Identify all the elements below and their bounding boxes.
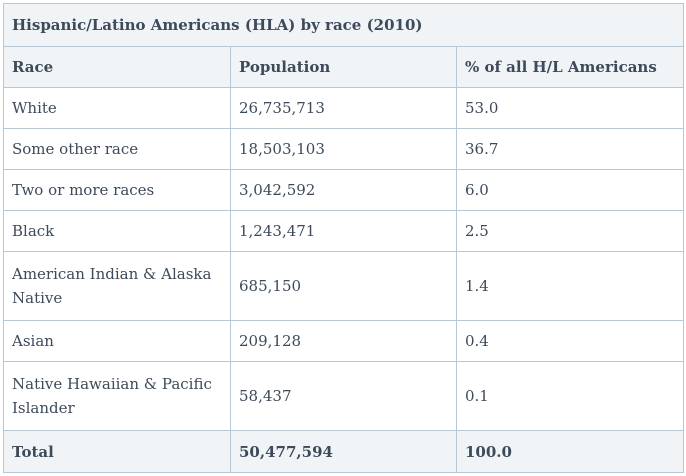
table-row: Two or more races 3,042,592 6.0	[3, 169, 685, 211]
column-header-population: Population	[230, 46, 457, 88]
table-row: White 26,735,713 53.0	[3, 87, 685, 129]
population-cell: 58,437	[230, 361, 457, 431]
population-cell: 3,042,592	[230, 169, 457, 211]
race-cell: White	[3, 87, 231, 129]
total-label-cell: Total	[3, 430, 231, 473]
table-row: Some other race 18,503,103 36.7	[3, 128, 685, 170]
population-cell: 685,150	[230, 251, 457, 321]
population-cell: 1,243,471	[230, 210, 457, 252]
table-row: American Indian & Alaska Native 685,150 …	[3, 251, 685, 321]
population-cell: 18,503,103	[230, 128, 457, 170]
percent-cell: 6.0	[455, 169, 685, 211]
table-title-row: Hispanic/Latino Americans (HLA) by race …	[2, 3, 685, 47]
percent-cell: 36.7	[455, 128, 685, 170]
race-cell: Some other race	[3, 128, 231, 170]
percent-cell: 53.0	[455, 87, 685, 129]
race-cell: Native Hawaiian & Pacific Islander	[3, 361, 231, 431]
race-cell: Asian	[3, 320, 231, 362]
race-cell: American Indian & Alaska Native	[3, 251, 231, 321]
table-title: Hispanic/Latino Americans (HLA) by race …	[2, 3, 685, 47]
race-table: Hispanic/Latino Americans (HLA) by race …	[2, 3, 685, 473]
percent-cell: 0.4	[455, 320, 685, 362]
race-cell: Black	[3, 210, 231, 252]
table-row: Asian 209,128 0.4	[3, 320, 685, 362]
total-percent-cell: 100.0	[455, 430, 685, 473]
column-header-race: Race	[3, 46, 231, 88]
column-header-percent: % of all H/L Americans	[455, 46, 685, 88]
percent-cell: 2.5	[455, 210, 685, 252]
population-cell: 26,735,713	[230, 87, 457, 129]
percent-cell: 1.4	[455, 251, 685, 321]
table-row: Native Hawaiian & Pacific Islander 58,43…	[3, 361, 685, 431]
population-cell: 209,128	[230, 320, 457, 362]
total-population-cell: 50,477,594	[230, 430, 457, 473]
table-row: Black 1,243,471 2.5	[3, 210, 685, 252]
percent-cell: 0.1	[455, 361, 685, 431]
table-total-row: Total 50,477,594 100.0	[3, 430, 685, 473]
table-header-row: Race Population % of all H/L Americans	[3, 46, 685, 88]
race-table-container: Hispanic/Latino Americans (HLA) by race …	[2, 3, 685, 473]
race-cell: Two or more races	[3, 169, 231, 211]
